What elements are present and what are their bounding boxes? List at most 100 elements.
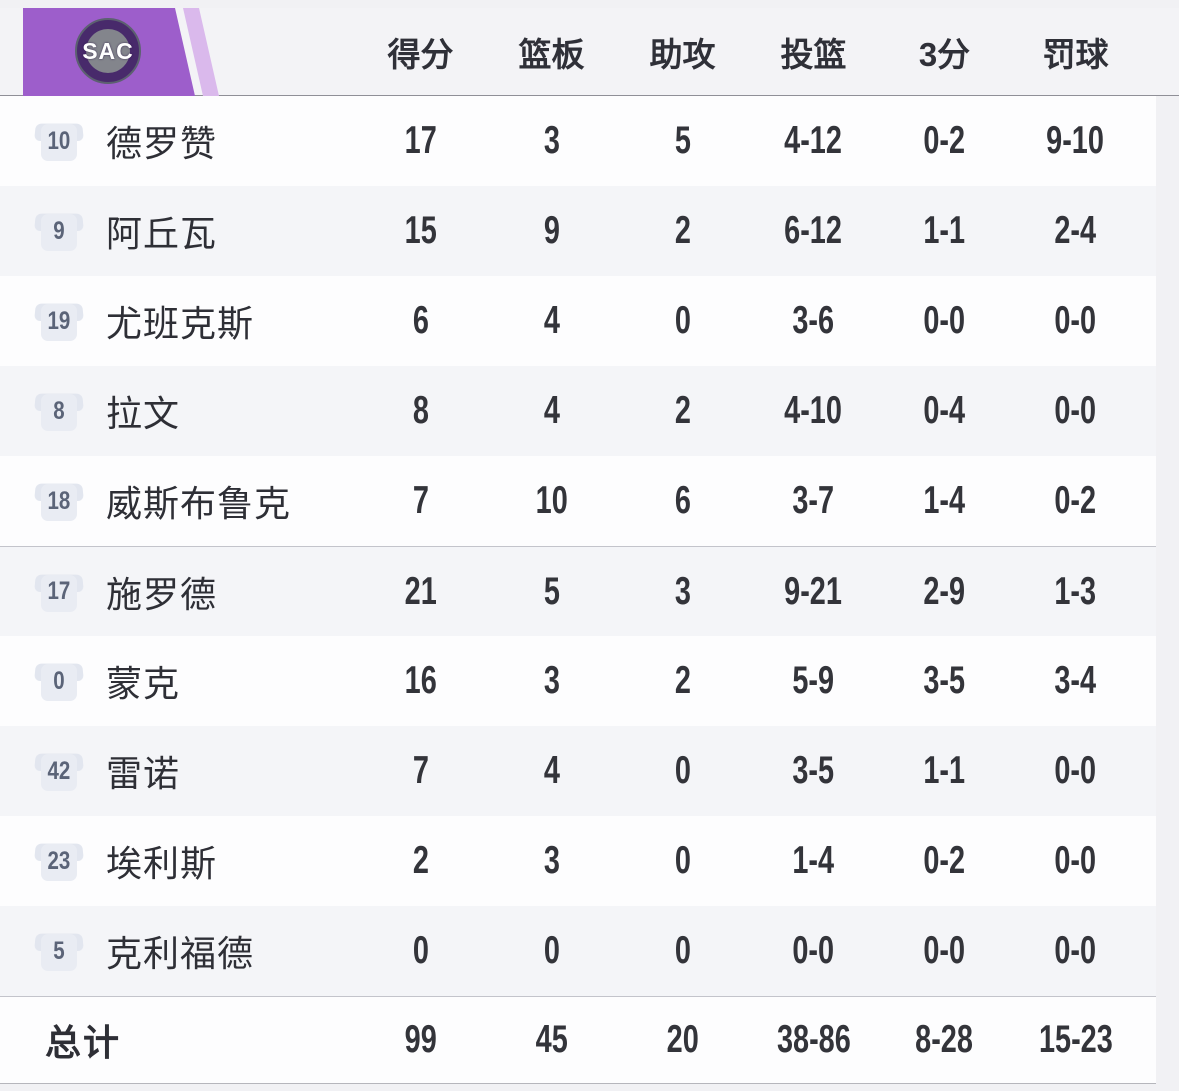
stat-rebounds: 3 [543,119,560,162]
stat-assists: 3 [674,569,691,613]
stat-freethrows: 9-10 [1046,119,1105,162]
jersey-number: 19 [47,306,71,335]
jersey-icon: 18 [34,479,84,523]
stat-assists: 6 [674,479,691,522]
stat-points: 6 [412,299,429,342]
stat-fieldgoals: 0-0 [792,929,835,972]
stat-assists: 0 [674,929,691,972]
player-row[interactable]: 0 蒙克 16 3 2 5-9 3-5 3-4 [0,636,1156,726]
stat-rebounds: 4 [543,299,560,342]
total-freethrows: 15-23 [1038,1018,1113,1061]
stat-points: 15 [404,209,437,252]
column-header-points: 得分 [387,35,454,73]
jersey-number: 18 [47,486,71,515]
player-name: 蒙克 [106,663,181,704]
jersey-number: 23 [47,846,71,875]
jersey-icon: 10 [34,119,84,163]
player-name: 尤班克斯 [106,303,255,344]
stat-points: 8 [412,389,429,432]
jersey-icon: 8 [34,389,84,433]
stat-threes: 0-0 [923,929,966,972]
stat-freethrows: 0-0 [1054,929,1097,972]
stat-points: 0 [412,929,429,972]
stat-points: 16 [404,659,437,702]
stat-rebounds: 5 [543,569,560,613]
stat-fieldgoals: 3-5 [792,749,835,792]
stat-freethrows: 0-0 [1054,299,1097,342]
stat-points: 21 [404,569,437,613]
player-name: 拉文 [106,393,181,434]
player-name: 德罗赞 [106,123,218,164]
total-assists: 20 [666,1018,699,1061]
stat-rebounds: 4 [543,749,560,792]
column-header-freethrows: 罚球 [1042,35,1109,73]
stat-assists: 5 [674,119,691,162]
stat-fieldgoals: 1-4 [792,839,835,882]
stat-assists: 2 [674,389,691,432]
player-name: 威斯布鲁克 [106,483,292,524]
stat-assists: 2 [674,659,691,702]
player-row[interactable]: 19 尤班克斯 6 4 0 3-6 0-0 0-0 [0,276,1156,366]
player-row[interactable]: 5 克利福德 0 0 0 0-0 0-0 0-0 [0,906,1156,996]
stat-freethrows: 3-4 [1054,659,1097,702]
stat-assists: 2 [674,209,691,252]
jersey-number: 0 [53,666,65,695]
stat-rebounds: 0 [543,929,560,972]
stat-threes: 0-2 [923,839,966,882]
jersey-icon: 19 [34,299,84,343]
jersey-icon: 0 [34,659,84,703]
stat-fieldgoals: 4-10 [784,389,843,432]
player-name: 克利福德 [106,933,255,974]
stat-fieldgoals: 9-21 [784,569,843,613]
totals-row: 总计 99 45 20 38-86 8-28 15-23 [0,996,1156,1084]
stat-threes: 1-4 [923,479,966,522]
jersey-number: 9 [53,216,65,245]
player-row[interactable]: 8 拉文 8 4 2 4-10 0-4 0-0 [0,366,1156,456]
player-row[interactable]: 42 雷诺 7 4 0 3-5 1-1 0-0 [0,726,1156,816]
jersey-number: 8 [53,396,65,425]
total-fieldgoals: 38-86 [776,1018,851,1061]
player-row[interactable]: 18 威斯布鲁克 7 10 6 3-7 1-4 0-2 [0,456,1156,546]
stat-fieldgoals: 5-9 [792,659,835,702]
jersey-icon: 42 [34,749,84,793]
column-header-threes: 3分 [918,35,971,73]
player-name: 阿丘瓦 [106,213,218,254]
stat-threes: 2-9 [923,569,966,613]
stat-threes: 0-2 [923,119,966,162]
jersey-icon: 23 [34,839,84,883]
stat-rebounds: 3 [543,839,560,882]
stat-points: 7 [412,749,429,792]
player-name: 施罗德 [106,573,218,615]
player-row[interactable]: 10 德罗赞 17 3 5 4-12 0-2 9-10 [0,96,1156,186]
player-name: 埃利斯 [106,843,218,884]
player-row[interactable]: 23 埃利斯 2 3 0 1-4 0-2 0-0 [0,816,1156,906]
stats-header: SAC 得分 篮板 助攻 投篮 3分 罚球 [0,8,1179,96]
stat-rebounds: 3 [543,659,560,702]
stat-threes: 3-5 [923,659,966,702]
column-header-assists: 助攻 [649,35,716,73]
stat-freethrows: 1-3 [1054,569,1097,613]
totals-label: 总计 [45,1022,122,1063]
stat-fieldgoals: 3-7 [792,479,835,522]
stat-threes: 0-0 [923,299,966,342]
jersey-number: 17 [47,577,71,605]
total-points: 99 [404,1018,437,1061]
stat-freethrows: 0-0 [1054,389,1097,432]
stat-fieldgoals: 6-12 [784,209,843,252]
jersey-icon: 5 [34,929,84,973]
stat-fieldgoals: 3-6 [792,299,835,342]
stat-freethrows: 2-4 [1054,209,1097,252]
stat-threes: 1-1 [923,209,966,252]
column-header-fieldgoals: 投篮 [780,35,847,73]
player-row[interactable]: 9 阿丘瓦 15 9 2 6-12 1-1 2-4 [0,186,1156,276]
jersey-number: 42 [47,756,71,785]
stat-rebounds: 4 [543,389,560,432]
column-header-rebounds: 篮板 [518,35,585,73]
stat-assists: 0 [674,299,691,342]
player-rows: 10 德罗赞 17 3 5 4-12 0-2 9-10 9 阿丘瓦 15 9 2… [0,96,1179,996]
stat-freethrows: 0-0 [1054,839,1097,882]
stat-threes: 1-1 [923,749,966,792]
stat-points: 2 [412,839,429,882]
player-row[interactable]: 17 施罗德 21 5 3 9-21 2-9 1-3 [0,546,1156,636]
